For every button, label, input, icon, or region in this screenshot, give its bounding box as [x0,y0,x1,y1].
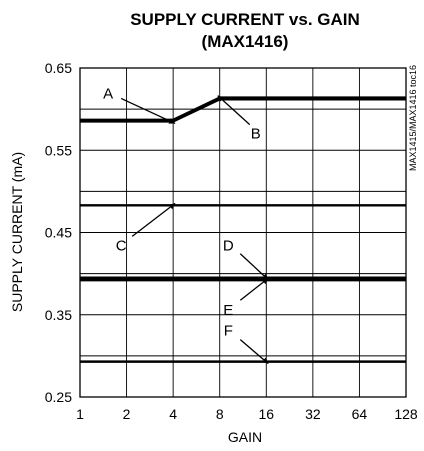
side-label: MAX1415/MAX1416 toc16 [408,65,418,171]
x-tick-label: 8 [216,406,224,422]
annotation-label-d: D [223,238,234,255]
annotation-label-b: B [251,126,261,143]
y-tick-label: 0.55 [45,142,72,158]
annotation-arrow-c [131,202,176,237]
x-tick-label: 16 [258,406,274,422]
annotation-label-f: F [224,323,233,340]
chart-title: SUPPLY CURRENT vs. GAIN [130,10,360,29]
x-axis-label: GAIN [228,429,262,445]
x-tick-label: 32 [305,406,321,422]
series-group [80,96,406,363]
annotation-arrow-a [120,97,176,125]
tick-labels: 1 2 4 8 16 32 64 128 0.65 0.55 0.45 0.35 0.25 [45,60,418,422]
series-line-a [80,98,406,123]
annotation-label-c: C [116,237,127,254]
y-tick-label: 0.65 [45,60,72,76]
annotation-arrow-e [239,277,269,301]
x-tick-label: 4 [169,406,177,422]
chart-subtitle: (MAX1416) [202,32,289,51]
annotation-label-e: E [223,302,233,319]
y-tick-label: 0.35 [45,307,72,323]
annotation-arrow-d [239,253,269,281]
plot-grid [79,67,407,398]
y-axis-label: SUPPLY CURRENT (mA) [9,152,25,312]
x-tick-label: 1 [76,406,84,422]
annotation-arrow-b [217,95,251,126]
annotation-arrow-f [239,339,269,365]
x-tick-label: 2 [123,406,131,422]
annotation-group: A B C D EF [103,85,269,365]
annotation-label-a: A [103,85,113,102]
y-tick-label: 0.45 [45,225,72,241]
x-tick-label: 64 [352,406,368,422]
y-tick-label: 0.25 [45,389,72,405]
series-line-b [80,96,406,122]
x-tick-label: 128 [394,406,418,422]
